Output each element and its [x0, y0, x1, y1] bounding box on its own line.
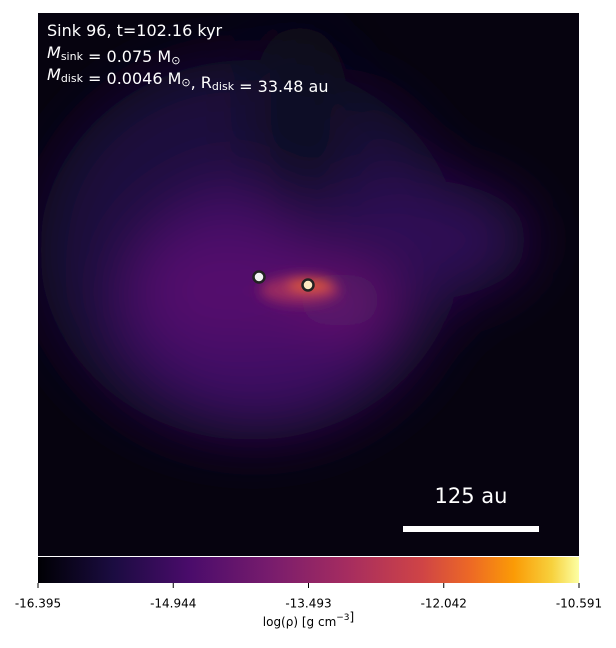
text-run: = 33.48 au: [234, 77, 328, 96]
tick-label: -13.493: [285, 597, 331, 611]
text-run: , R: [191, 73, 212, 92]
text-run: Sink 96, t=102.16 kyr: [47, 21, 223, 40]
annotation-line: Mdisk = 0.0046 M⊙, Rdisk = 33.48 au: [47, 65, 328, 96]
colorbar-axis: -16.395 -14.944 -13.493 -12.042 -10.591 log(ρ…: [15, 583, 602, 629]
subscript: disk: [61, 72, 84, 85]
subscript: disk: [212, 80, 235, 93]
superscript: −3: [336, 613, 349, 623]
text-run: log(ρ) [g cm: [263, 615, 337, 629]
colorbar: [38, 557, 579, 583]
annotation-line: Sink 96, t=102.16 kyr: [47, 21, 223, 40]
density-image: [38, 13, 579, 556]
scale-bar-label: 125 au: [435, 484, 508, 508]
text-run: = 0.075 M: [83, 47, 171, 66]
text-run: M: [47, 43, 61, 62]
subscript: ⊙: [171, 54, 180, 67]
text-run: = 0.0046 M: [83, 69, 181, 88]
tick-label: -14.944: [150, 597, 196, 611]
tick-label: -10.591: [556, 597, 602, 611]
text-run: ]: [350, 610, 355, 624]
tick-label: -12.042: [421, 597, 467, 611]
tick-label: -16.395: [15, 597, 61, 611]
sink-marker: [301, 278, 315, 292]
subscript: ⊙: [181, 76, 190, 89]
subscript: sink: [61, 50, 84, 63]
scale-bar: [403, 526, 539, 532]
sink-marker: [252, 270, 266, 284]
annotation-line: Msink = 0.075 M⊙: [47, 43, 180, 68]
text-run: M: [47, 65, 61, 84]
colorbar-label: log(ρ) [g cm−3]: [263, 610, 354, 629]
